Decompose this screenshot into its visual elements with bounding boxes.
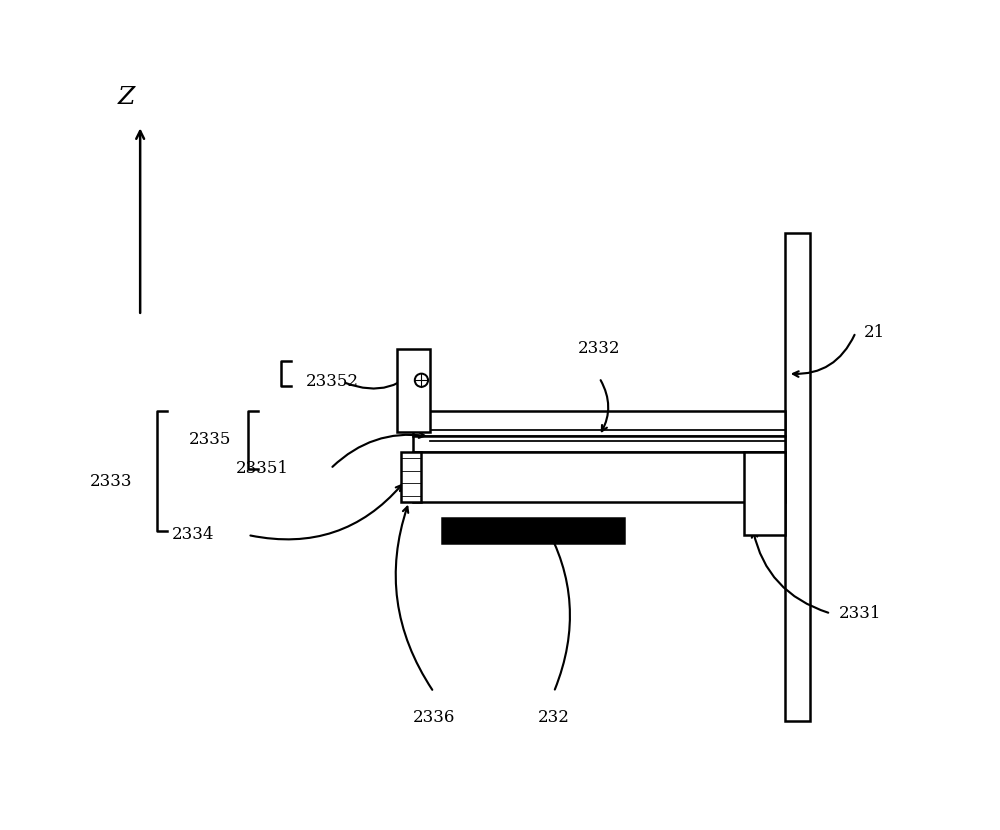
Text: 2333: 2333	[89, 472, 132, 490]
Bar	[744, 452, 785, 535]
Bar	[413, 452, 785, 502]
Text: 21: 21	[864, 324, 885, 341]
Text: 2332: 2332	[578, 340, 621, 357]
Text: 23351: 23351	[236, 461, 289, 477]
Bar	[785, 233, 810, 721]
Text: Z: Z	[117, 86, 135, 109]
Text: 23352: 23352	[306, 374, 359, 390]
Bar	[413, 411, 785, 436]
Text: 232: 232	[538, 709, 570, 725]
Bar	[397, 349, 430, 432]
Text: 2334: 2334	[172, 526, 215, 544]
Text: 2331: 2331	[839, 605, 882, 622]
Text: 2335: 2335	[189, 432, 231, 448]
Bar	[442, 519, 624, 543]
Text: 2336: 2336	[413, 709, 455, 725]
Bar	[413, 436, 785, 452]
Bar	[401, 452, 421, 502]
